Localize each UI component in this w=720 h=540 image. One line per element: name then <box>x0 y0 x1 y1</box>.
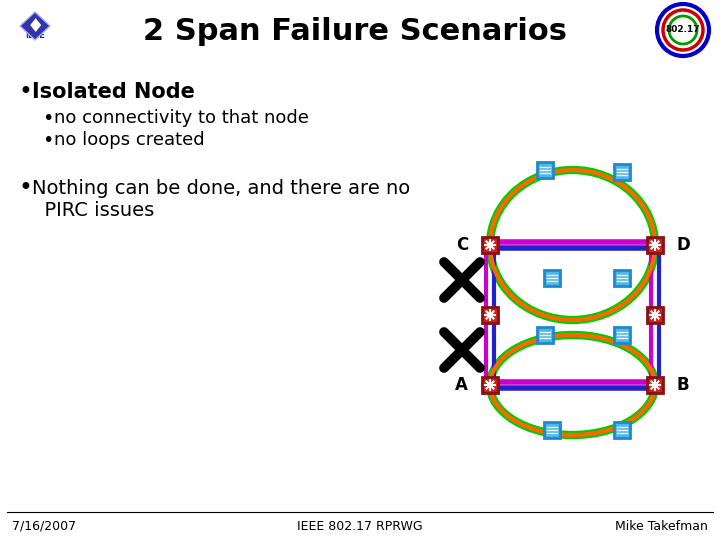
Text: A: A <box>455 376 468 394</box>
FancyBboxPatch shape <box>614 270 630 286</box>
FancyBboxPatch shape <box>647 307 663 323</box>
FancyBboxPatch shape <box>482 237 498 253</box>
Text: no loops created: no loops created <box>54 131 204 149</box>
Text: •: • <box>18 80 32 104</box>
Text: Nothing can be done, and there are no: Nothing can be done, and there are no <box>32 179 410 198</box>
Text: PIRC issues: PIRC issues <box>32 200 154 219</box>
Text: D: D <box>677 236 690 254</box>
FancyBboxPatch shape <box>647 377 663 393</box>
Text: Mike Takefman: Mike Takefman <box>615 519 708 532</box>
FancyBboxPatch shape <box>482 377 498 393</box>
Text: IEEE 802.17 RPRWG: IEEE 802.17 RPRWG <box>297 519 423 532</box>
FancyBboxPatch shape <box>537 327 553 343</box>
Text: 802.17: 802.17 <box>666 25 701 35</box>
FancyBboxPatch shape <box>614 422 630 438</box>
FancyBboxPatch shape <box>544 270 560 286</box>
FancyBboxPatch shape <box>544 422 560 438</box>
Text: no connectivity to that node: no connectivity to that node <box>54 109 309 127</box>
FancyBboxPatch shape <box>537 162 553 178</box>
Text: •: • <box>42 109 53 127</box>
FancyBboxPatch shape <box>647 237 663 253</box>
Polygon shape <box>20 12 50 40</box>
Text: •: • <box>18 176 32 200</box>
Text: 2 Span Failure Scenarios: 2 Span Failure Scenarios <box>143 17 567 46</box>
Text: IEEE: IEEE <box>25 31 45 40</box>
Text: •: • <box>42 131 53 150</box>
Text: ♦: ♦ <box>26 17 44 36</box>
FancyBboxPatch shape <box>614 164 630 180</box>
FancyBboxPatch shape <box>614 327 630 343</box>
Text: Isolated Node: Isolated Node <box>32 82 195 102</box>
Text: C: C <box>456 236 468 254</box>
FancyBboxPatch shape <box>482 307 498 323</box>
Text: 7/16/2007: 7/16/2007 <box>12 519 76 532</box>
Text: B: B <box>677 376 690 394</box>
